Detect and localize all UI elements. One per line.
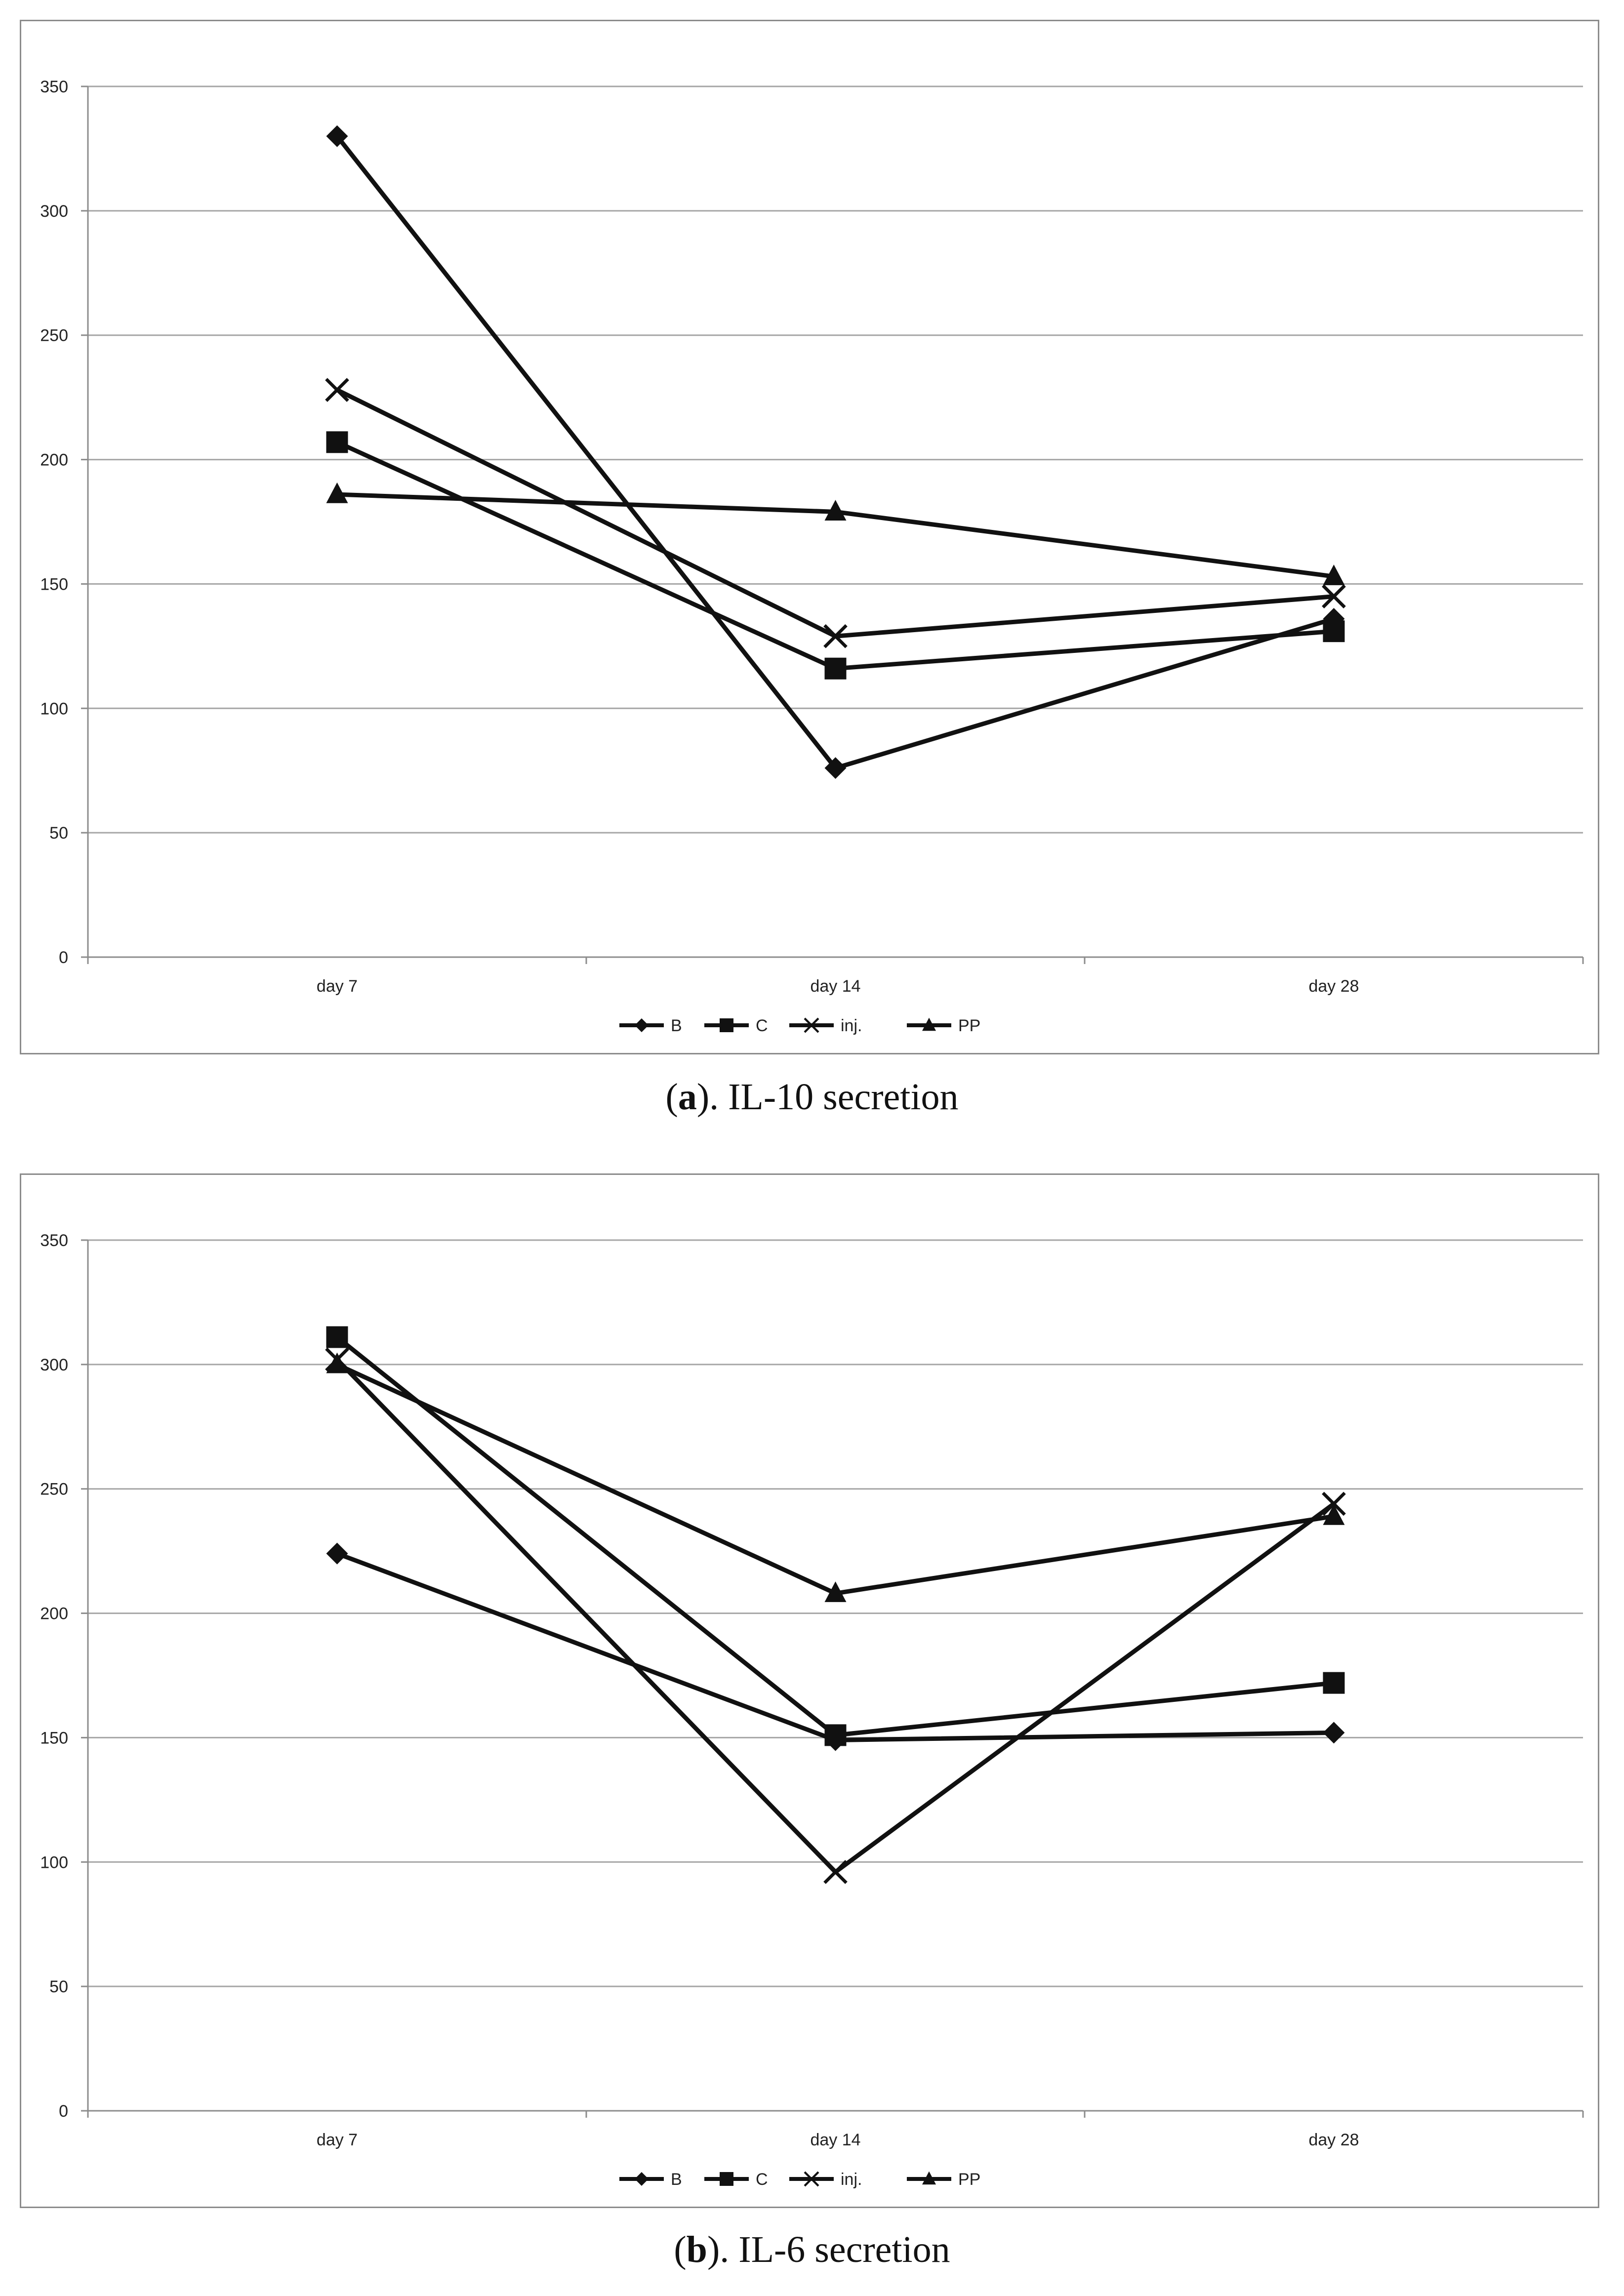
chart-b-x-tick-label: day 28 <box>1308 2131 1359 2149</box>
chart-a-legend-item-c: C <box>704 1016 768 1035</box>
chart-a: 0 50 100 150 200 250 300 350 day 7 day 14 day 28 B C… <box>20 20 1599 1054</box>
chart-a-y-tick-label: 100 <box>40 699 68 718</box>
chart-b-point-b <box>1323 1722 1345 1744</box>
chart-b-series-line-inj <box>335 1358 1336 1874</box>
chart-b-y-tick-label: 100 <box>40 1853 68 1872</box>
caption-a-letter: a <box>678 1076 697 1118</box>
chart-a-legend-item-inj: inj. <box>789 1016 862 1035</box>
chart-b-legend-marker <box>720 2172 733 2186</box>
chart-a-x-tick-label: day 7 <box>317 977 358 996</box>
chart-b-svg: 0 50 100 150 200 250 300 350 day 7 day 14 day 28 B C… <box>40 1231 1584 2189</box>
chart-a-point-pp <box>326 482 348 503</box>
chart-b-series-line-c <box>335 1335 1334 1737</box>
chart-b-point-inj <box>823 1860 848 1884</box>
chart-b-legend-item-c: C <box>704 2170 768 2189</box>
chart-b-y-tick-label: 250 <box>40 1480 68 1499</box>
chart-a-legend-marker <box>720 1018 733 1032</box>
chart-a-y-tick-label: 200 <box>40 451 68 470</box>
chart-b-y-tick-label: 200 <box>40 1605 68 1623</box>
chart-b-series-line-pp <box>336 1362 1335 1596</box>
chart-b-point-c <box>824 1724 847 1746</box>
chart-a-y-tick-label: 350 <box>40 78 68 96</box>
chart-b-legend-label: inj. <box>841 2170 862 2189</box>
chart-b-point-c <box>326 1326 348 1348</box>
chart-b-legend-marker <box>804 2171 819 2187</box>
chart-a-legend-marker <box>922 1017 936 1031</box>
chart-b-legend-label: PP <box>958 2170 980 2189</box>
chart-a-y-tick-label: 50 <box>49 824 68 843</box>
chart-a-point-b <box>824 757 847 779</box>
caption-b-letter: b <box>686 2229 707 2270</box>
chart-a-point-inj <box>1322 584 1346 608</box>
chart-a-legend-label: B <box>671 1016 682 1035</box>
chart-a-y-tick-label: 0 <box>59 948 68 967</box>
chart-a-legend-marker <box>635 1018 649 1032</box>
chart-a-point-inj <box>823 624 848 648</box>
chart-a-point-pp <box>1323 564 1345 585</box>
chart-b-point-pp <box>1323 1504 1345 1525</box>
caption-b: (b). IL-6 secretion <box>674 2229 950 2270</box>
chart-a-legend-label: C <box>756 1016 768 1035</box>
chart-a-y-tick-label: 150 <box>40 575 68 594</box>
chart-b-point-b <box>326 1542 348 1565</box>
chart-a-point-c <box>326 431 348 453</box>
chart-b-point-pp <box>824 1581 847 1602</box>
chart-b-legend-label: C <box>756 2170 768 2189</box>
chart-b-legend-label: B <box>671 2170 682 2189</box>
chart-a-point-b <box>326 125 348 147</box>
chart-b-legend-item-b: B <box>619 2170 682 2189</box>
chart-a-legend-marker <box>804 1017 819 1033</box>
chart-a-legend-item-pp: PP <box>907 1016 980 1035</box>
chart-a-point-pp <box>824 500 847 521</box>
chart-b-legend-item-inj: inj. <box>789 2170 862 2189</box>
chart-b-y-tick-label: 300 <box>40 1356 68 1374</box>
chart-a-point-c <box>1323 620 1345 643</box>
chart-b-point-pp <box>326 1352 348 1373</box>
chart-a-point-inj <box>325 378 349 402</box>
chart-a-legend-label: PP <box>958 1016 980 1035</box>
chart-b-y-tick-label: 0 <box>59 2102 68 2121</box>
caption-a-text: ). IL-10 secretion <box>696 1076 959 1118</box>
chart-b-legend-marker <box>635 2172 649 2186</box>
chart-b-point-inj <box>1322 1491 1346 1516</box>
chart-b-y-tick-label: 50 <box>49 1977 68 1996</box>
chart-b-x-tick-label: day 7 <box>317 2131 358 2149</box>
chart-b-y-tick-label: 150 <box>40 1729 68 1747</box>
chart-a-svg: 0 50 100 150 200 250 300 350 day 7 day 14 day 28 B C… <box>40 78 1584 1035</box>
chart-a-x-tick-label: day 28 <box>1308 977 1359 996</box>
chart-b-point-c <box>1323 1672 1345 1694</box>
caption-b-text: ). IL-6 secretion <box>707 2229 950 2270</box>
chart-a-y-tick-label: 250 <box>40 326 68 345</box>
chart-a-point-c <box>824 657 847 680</box>
chart-a-legend-item-b: B <box>619 1016 682 1035</box>
chart-b: 0 50 100 150 200 250 300 350 day 7 day 14 day 28 B C… <box>20 1173 1599 2208</box>
chart-a-x-tick-label: day 14 <box>810 977 860 996</box>
chart-a-legend-label: inj. <box>841 1016 862 1035</box>
chart-a-y-tick-label: 300 <box>40 202 68 221</box>
caption-a: (a). IL-10 secretion <box>665 1076 959 1118</box>
chart-b-x-tick-label: day 14 <box>810 2131 860 2149</box>
chart-b-legend-item-pp: PP <box>907 2170 980 2189</box>
chart-b-legend-marker <box>922 2171 936 2185</box>
chart-b-y-tick-label: 350 <box>40 1231 68 1250</box>
